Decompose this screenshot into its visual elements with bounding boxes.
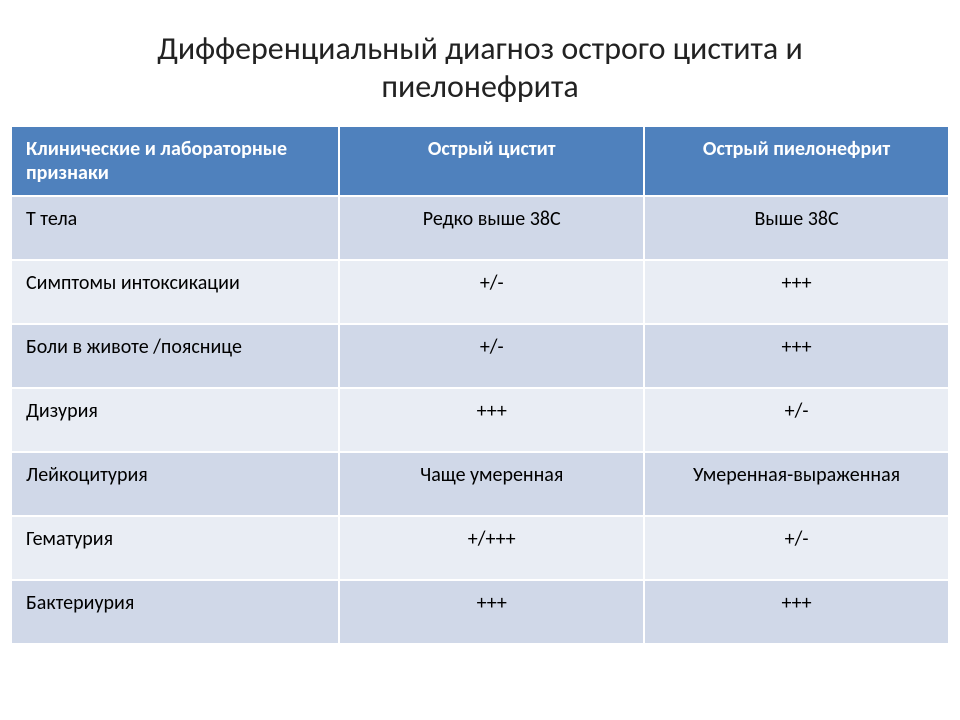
row-label: Дизурия: [11, 388, 339, 452]
col-header-cystitis: Острый цистит: [339, 126, 644, 196]
row-label: Симптомы интоксикации: [11, 260, 339, 324]
row-label: Лейкоцитурия: [11, 452, 339, 516]
row-val: Выше 38С: [644, 196, 949, 260]
table-row: Лейкоцитурия Чаще умеренная Умеренная-вы…: [11, 452, 949, 516]
row-val: +++: [339, 580, 644, 644]
page-title: Дифференциальный диагноз острого цистита…: [10, 30, 950, 107]
row-val: +/-: [339, 260, 644, 324]
row-val: +/-: [644, 516, 949, 580]
row-val: +/-: [339, 324, 644, 388]
col-header-pyelonephritis: Острый пиелонефрит: [644, 126, 949, 196]
row-val: Чаще умеренная: [339, 452, 644, 516]
row-val: Редко выше 38С: [339, 196, 644, 260]
table-row: Бактериурия +++ +++: [11, 580, 949, 644]
table-row: Дизурия +++ +/-: [11, 388, 949, 452]
table-row: Гематурия +/+++ +/-: [11, 516, 949, 580]
row-val: +/-: [644, 388, 949, 452]
row-val: Умеренная-выраженная: [644, 452, 949, 516]
row-val: +++: [644, 324, 949, 388]
table-header-row: Клинические и лабораторные признаки Остр…: [11, 126, 949, 196]
row-label: Т тела: [11, 196, 339, 260]
row-label: Бактериурия: [11, 580, 339, 644]
slide: Дифференциальный диагноз острого цистита…: [0, 0, 960, 720]
col-header-signs: Клинические и лабораторные признаки: [11, 126, 339, 196]
table-row: Симптомы интоксикации +/- +++: [11, 260, 949, 324]
row-val: +/+++: [339, 516, 644, 580]
table-row: Боли в животе /пояснице +/- +++: [11, 324, 949, 388]
row-label: Боли в животе /пояснице: [11, 324, 339, 388]
row-label: Гематурия: [11, 516, 339, 580]
row-val: +++: [644, 260, 949, 324]
diff-diagnosis-table: Клинические и лабораторные признаки Остр…: [10, 125, 950, 645]
row-val: +++: [339, 388, 644, 452]
row-val: +++: [644, 580, 949, 644]
table-row: Т тела Редко выше 38С Выше 38С: [11, 196, 949, 260]
